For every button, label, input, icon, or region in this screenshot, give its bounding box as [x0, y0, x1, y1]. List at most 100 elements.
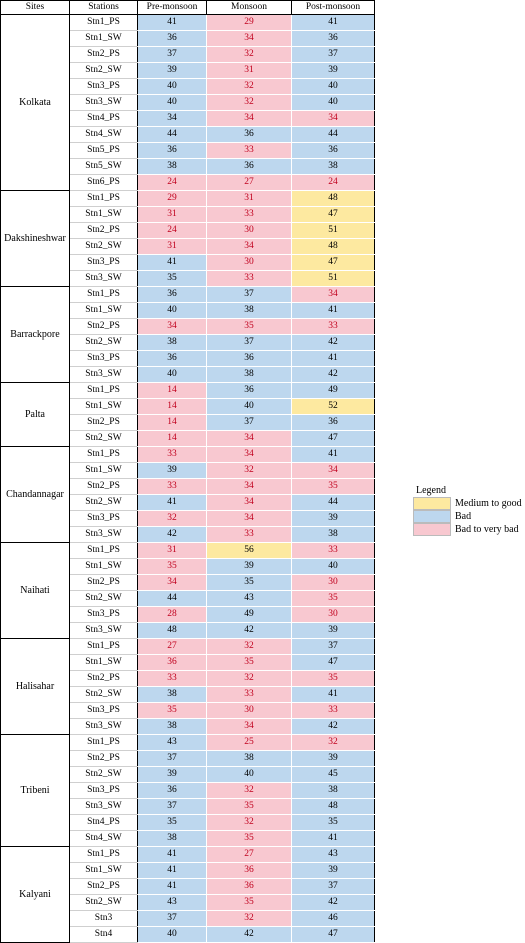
monsoon-value: 34 [206, 494, 292, 511]
table-row: Stn1_SW 35 39 40 [1, 558, 375, 575]
post-monsoon-value: 32 [291, 734, 375, 751]
post-monsoon-value: 41 [291, 302, 375, 319]
post-monsoon-value: 39 [291, 510, 375, 527]
table-row: Stn3_SW 42 33 38 [1, 526, 375, 543]
table-header: Sites Stations Pre-monsoon Monsoon Post-… [0, 0, 375, 15]
monsoon-value: 38 [206, 750, 292, 767]
monsoon-value: 36 [206, 862, 292, 879]
pre-monsoon-value: 44 [137, 590, 207, 607]
post-monsoon-value: 42 [291, 718, 375, 735]
table-row: Stn2_SW 38 33 41 [1, 686, 375, 703]
monsoon-value: 36 [206, 126, 292, 143]
pre-monsoon-value: 24 [137, 174, 207, 191]
table-row: Stn2_PS 37 32 37 [1, 46, 375, 63]
post-monsoon-value: 35 [291, 814, 375, 831]
monsoon-value: 29 [206, 14, 292, 31]
station-name: Stn2_SW [69, 62, 138, 79]
legend-item-very-bad: Bad to very bad [413, 523, 525, 536]
table-row: Dakshineshwar Stn1_PS 29 31 48 [0, 190, 375, 287]
table-row: Stn1_SW 14 40 52 [1, 398, 375, 415]
station-name: Stn2_PS [69, 878, 138, 895]
station-name: Stn2_PS [69, 318, 138, 335]
pre-monsoon-value: 38 [137, 334, 207, 351]
table-row: Stn2_SW 39 31 39 [1, 62, 375, 79]
monsoon-value: 33 [206, 526, 292, 543]
pre-monsoon-value: 37 [137, 798, 207, 815]
station-name: Stn2_SW [69, 430, 138, 447]
table-row: Stn2_PS 33 32 35 [1, 670, 375, 687]
table-row: Halisahar Stn1_PS 27 32 37 [0, 638, 375, 735]
pre-monsoon-value: 41 [137, 254, 207, 271]
station-name: Stn2_PS [69, 750, 138, 767]
pre-monsoon-value: 33 [137, 478, 207, 495]
station-name: Stn2_PS [69, 414, 138, 431]
pre-monsoon-value: 35 [137, 814, 207, 831]
header-post-monsoon: Post-monsoon [291, 0, 375, 15]
monsoon-value: 31 [206, 190, 292, 207]
legend: Legend Medium to good Bad Bad to very ba… [413, 484, 525, 536]
station-name: Stn3_PS [69, 782, 138, 799]
monsoon-value: 32 [206, 782, 292, 799]
post-monsoon-value: 47 [291, 206, 375, 223]
legend-label-very-bad: Bad to very bad [455, 524, 519, 535]
pre-monsoon-value: 31 [137, 238, 207, 255]
legend-title: Legend [416, 485, 446, 496]
monsoon-value: 33 [206, 142, 292, 159]
station-name: Stn1_PS [69, 286, 138, 303]
station-name: Stn3_SW [69, 366, 138, 383]
table-row: Stn2_PS 14 37 36 [1, 414, 375, 431]
station-name: Stn4_SW [69, 126, 138, 143]
station-name: Stn1_PS [69, 446, 138, 463]
table-row: Stn3_PS 35 30 33 [1, 702, 375, 719]
station-name: Stn3 [69, 910, 138, 927]
legend-item-bad: Bad [413, 510, 525, 523]
legend-item-good: Medium to good [413, 497, 525, 510]
post-monsoon-value: 42 [291, 366, 375, 383]
table-row: Stn2_PS 37 38 39 [1, 750, 375, 767]
station-name: Stn2_SW [69, 334, 138, 351]
pre-monsoon-value: 37 [137, 46, 207, 63]
monsoon-value: 34 [206, 110, 292, 127]
pre-monsoon-value: 40 [137, 94, 207, 111]
monsoon-value: 42 [206, 622, 292, 639]
monsoon-value: 35 [206, 894, 292, 911]
table-row: Stn1_SW 36 35 47 [1, 654, 375, 671]
monsoon-value: 37 [206, 286, 292, 303]
pre-monsoon-value: 14 [137, 382, 207, 399]
post-monsoon-value: 34 [291, 286, 375, 303]
monsoon-value: 33 [206, 270, 292, 287]
station-name: Stn3_SW [69, 94, 138, 111]
table-body: Kolkata Stn1_PS 41 29 41 Stn1_SW 36 34 36 Stn2_PS… [0, 14, 375, 943]
site-name: Palta [0, 382, 70, 447]
table-row: Chandannagar Stn1_PS 33 34 41 [0, 446, 375, 543]
post-monsoon-value: 40 [291, 78, 375, 95]
monsoon-value: 30 [206, 254, 292, 271]
monsoon-value: 32 [206, 670, 292, 687]
pre-monsoon-value: 14 [137, 430, 207, 447]
post-monsoon-value: 38 [291, 526, 375, 543]
pre-monsoon-value: 43 [137, 734, 207, 751]
pre-monsoon-value: 40 [137, 302, 207, 319]
header-sites: Sites [0, 0, 70, 15]
table-row: Stn3_PS 28 49 30 [1, 606, 375, 623]
post-monsoon-value: 42 [291, 894, 375, 911]
station-name: Stn2_PS [69, 46, 138, 63]
site-name: Halisahar [0, 638, 70, 735]
monsoon-value: 33 [206, 206, 292, 223]
table-row: Stn2_SW 31 34 48 [1, 238, 375, 255]
monsoon-value: 37 [206, 414, 292, 431]
table-row: Kolkata Stn1_PS 41 29 41 [0, 14, 375, 191]
table-row: Stn3_PS 32 34 39 [1, 510, 375, 527]
post-monsoon-value: 41 [291, 830, 375, 847]
pre-monsoon-value: 29 [137, 190, 207, 207]
pre-monsoon-value: 38 [137, 158, 207, 175]
station-name: Stn5_SW [69, 158, 138, 175]
site-name: Kolkata [0, 14, 70, 191]
post-monsoon-value: 39 [291, 862, 375, 879]
water-quality-table: Sites Stations Pre-monsoon Monsoon Post-… [0, 0, 375, 943]
table-row: Stn2_SW 41 34 44 [1, 494, 375, 511]
pre-monsoon-value: 35 [137, 558, 207, 575]
site-name: Kalyani [0, 846, 70, 943]
monsoon-value: 36 [206, 158, 292, 175]
pre-monsoon-value: 34 [137, 574, 207, 591]
